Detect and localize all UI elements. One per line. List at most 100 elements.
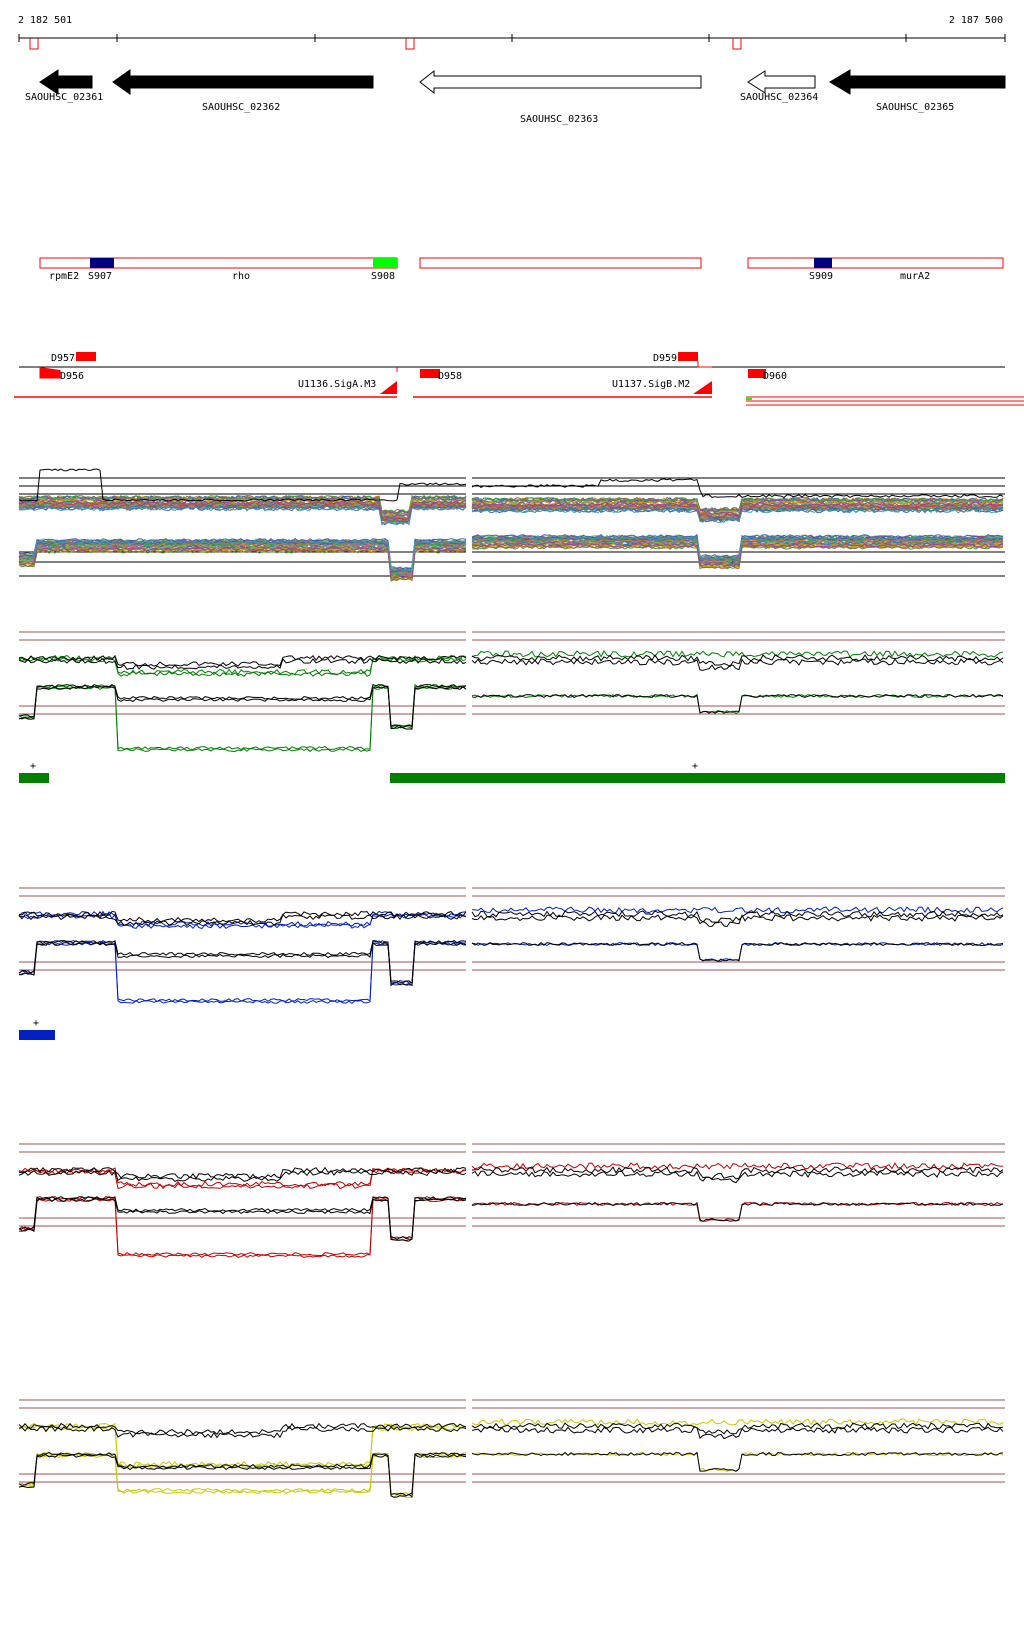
gene-arrow[interactable]: SAOUHSC_02364 — [740, 70, 818, 103]
segment-marker: + — [30, 761, 36, 772]
expression-profile — [471, 533, 1004, 559]
expression-profile — [471, 942, 1004, 962]
expression-profile — [471, 501, 1004, 517]
feature-d960[interactable] — [748, 369, 766, 378]
segment-marker: + — [33, 1018, 39, 1029]
expression-profile — [471, 1418, 1004, 1426]
gene-label: SAOUHSC_02364 — [740, 92, 818, 103]
operon-label-s909: S909 — [809, 271, 833, 282]
operon-track: rpmE2 S907 rho S908 S909 murA2 — [39, 257, 1004, 282]
expression-profile — [18, 501, 467, 521]
feature-d959[interactable] — [678, 352, 698, 361]
expression-profile — [471, 542, 1004, 567]
operon-label-mura2: murA2 — [900, 271, 930, 282]
segment-bar[interactable] — [390, 773, 1005, 783]
expression-profile — [471, 654, 1004, 668]
expression-profile — [18, 1425, 467, 1439]
expression-profile — [471, 543, 1004, 568]
expression-profile — [18, 683, 467, 751]
gene-label: SAOUHSC_02361 — [25, 92, 103, 103]
gene-track: SAOUHSC_02361 SAOUHSC_02362 SAOUHSC_0236… — [25, 69, 1006, 125]
feature-d956[interactable] — [39, 367, 61, 379]
green-segments: + + — [19, 761, 1005, 783]
segment-bar[interactable] — [19, 1030, 55, 1040]
operon-label-rpme2: rpmE2 — [49, 271, 79, 282]
expression-profile — [18, 1166, 467, 1180]
expression-profile — [18, 548, 467, 582]
gene-arrow[interactable]: SAOUHSC_02363 — [419, 69, 702, 125]
segment-bar[interactable] — [19, 773, 49, 783]
operon-label-s907: S907 — [88, 271, 112, 282]
expression-profile — [471, 906, 1004, 914]
expression-profile — [471, 497, 1004, 512]
expression-profile — [18, 1197, 467, 1258]
expression-profile — [18, 654, 467, 667]
site-marker-s909[interactable] — [814, 258, 832, 268]
expression-profile — [18, 941, 467, 1005]
expression-profile — [18, 683, 467, 729]
expression-profile — [471, 1451, 1004, 1472]
gene-arrow[interactable]: SAOUHSC_02365 — [829, 69, 1006, 113]
expression-profile — [471, 650, 1004, 658]
feature-d957[interactable] — [76, 352, 96, 361]
expression-profile — [471, 1170, 1004, 1184]
feature-label-d957: D957 — [51, 353, 75, 364]
expression-profile — [471, 1201, 1004, 1222]
expression-profile — [471, 1451, 1004, 1472]
red-expression-track — [18, 1143, 1005, 1258]
expression-profile — [18, 547, 467, 579]
expression-profile — [471, 658, 1004, 671]
expression-profile — [18, 498, 467, 518]
operon-label-s908: S908 — [371, 271, 395, 282]
green-expression-track — [18, 631, 1005, 753]
feature-label-d958: D958 — [438, 371, 462, 382]
expression-profile — [471, 693, 1004, 714]
expression-profile — [18, 506, 467, 526]
expression-profile — [471, 914, 1004, 928]
operon-label-rho: rho — [232, 271, 250, 282]
expression-profile — [471, 1422, 1004, 1435]
expression-profile — [18, 542, 467, 575]
expression-profile — [471, 478, 1004, 499]
expression-profile — [471, 544, 1004, 569]
expression-profile — [18, 1197, 467, 1242]
expression-profile — [18, 940, 467, 985]
feature-label-u1137: U1137.SigB.M2 — [612, 379, 690, 390]
expression-profile — [471, 1162, 1004, 1170]
segment-marker: + — [692, 761, 698, 772]
expression-profile — [18, 468, 467, 502]
gene-label: SAOUHSC_02362 — [202, 102, 280, 113]
gene-arrow[interactable]: SAOUHSC_02362 — [112, 69, 374, 113]
feature-track: D957 D956 U1136.SigA.M3 D958 D959 U1137.… — [14, 352, 1024, 406]
expression-profile — [471, 508, 1004, 524]
blue-segments: + — [19, 1018, 55, 1040]
expression-profile — [18, 1169, 467, 1182]
feature-label-d960: D960 — [763, 371, 787, 382]
feature-u1137[interactable] — [693, 381, 712, 394]
expression-profile — [18, 1451, 467, 1497]
site-marker-s908[interactable] — [373, 258, 397, 268]
expression-profile — [471, 1426, 1004, 1440]
gene-arrow[interactable]: SAOUHSC_02361 — [25, 69, 103, 103]
expression-profile — [471, 941, 1004, 962]
expression-profile — [18, 685, 467, 753]
operon-box[interactable] — [747, 257, 1004, 269]
blue-expression-track — [18, 887, 1005, 1005]
expression-profile — [471, 1166, 1004, 1180]
expression-profile — [18, 913, 467, 927]
ruler-gap-markers — [29, 38, 742, 50]
expression-profile — [18, 499, 467, 519]
feature-label-u1136: U1136.SigA.M3 — [298, 379, 376, 390]
operon-box[interactable] — [419, 257, 702, 269]
expression-profile — [471, 693, 1004, 715]
site-marker-s907[interactable] — [90, 258, 114, 268]
multi-condition-track — [18, 468, 1005, 582]
expression-profile — [471, 503, 1004, 519]
expression-profile — [18, 685, 467, 730]
expression-profile — [18, 1454, 467, 1499]
feature-u1136[interactable] — [380, 381, 397, 394]
expression-profile — [18, 910, 467, 928]
expression-profile — [18, 537, 467, 570]
feature-d958[interactable] — [420, 369, 440, 378]
